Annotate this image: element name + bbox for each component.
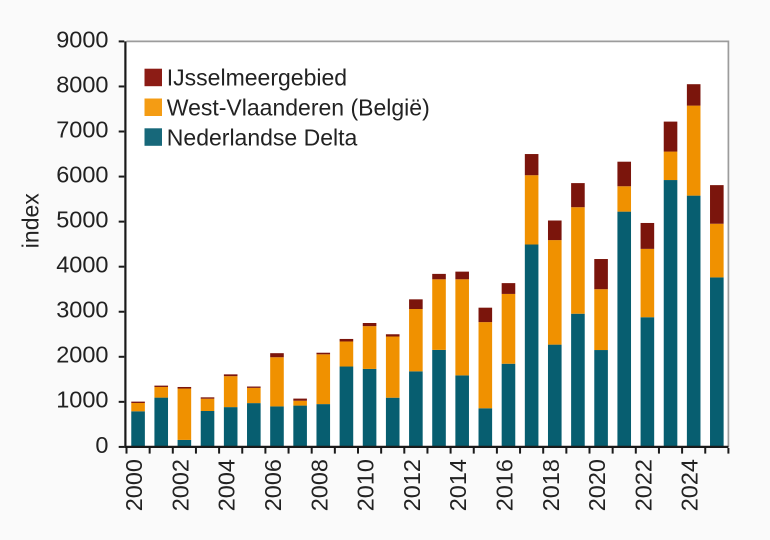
svg-text:9000: 9000	[56, 26, 108, 52]
svg-text:8000: 8000	[56, 71, 108, 97]
svg-text:2016: 2016	[491, 459, 517, 511]
svg-text:2024: 2024	[677, 459, 703, 511]
svg-text:2010: 2010	[353, 459, 379, 511]
svg-text:2002: 2002	[167, 459, 193, 511]
svg-text:2000: 2000	[56, 342, 108, 368]
svg-text:2020: 2020	[584, 459, 610, 511]
svg-text:West-Vlaanderen (België): West-Vlaanderen (België)	[167, 95, 430, 121]
svg-text:2014: 2014	[445, 459, 471, 511]
svg-text:2018: 2018	[538, 459, 564, 511]
svg-text:1000: 1000	[56, 387, 108, 413]
svg-text:Nederlandse Delta: Nederlandse Delta	[167, 124, 358, 150]
svg-text:4000: 4000	[56, 252, 108, 278]
svg-text:7000: 7000	[56, 116, 108, 142]
svg-text:2004: 2004	[214, 459, 240, 511]
svg-text:6000: 6000	[56, 161, 108, 187]
svg-text:0: 0	[95, 432, 108, 458]
svg-text:IJsselmeergebied: IJsselmeergebied	[167, 65, 347, 91]
svg-text:5000: 5000	[56, 207, 108, 233]
svg-text:2000: 2000	[121, 459, 147, 511]
svg-text:index: index	[18, 193, 44, 248]
svg-text:3000: 3000	[56, 297, 108, 323]
svg-text:2012: 2012	[399, 459, 425, 511]
svg-text:2008: 2008	[306, 459, 332, 511]
svg-text:2006: 2006	[260, 459, 286, 511]
svg-text:2022: 2022	[630, 459, 656, 511]
